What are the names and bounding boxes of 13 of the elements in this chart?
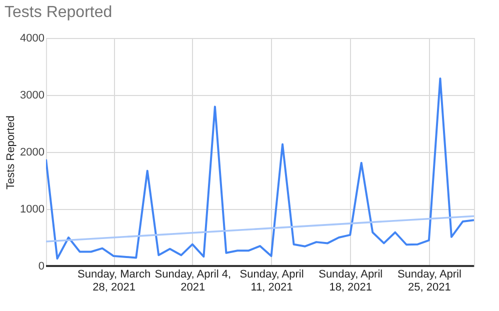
x-tick-label: Sunday, April 11, 2021: [240, 268, 304, 294]
x-tick-label: Sunday, April 18, 2021: [318, 268, 383, 294]
x-tick-label: Sunday, March 28, 2021: [77, 268, 151, 294]
y-tick-label: 4000: [20, 32, 44, 44]
y-tick-label: 0: [38, 260, 44, 272]
x-tick-label: Sunday, April 4, 2021: [154, 268, 232, 294]
y-tick-label: 3000: [20, 90, 44, 102]
y-tick-label: 1000: [20, 204, 44, 216]
chart-title: Tests Reported: [4, 4, 112, 21]
y-tick-label: 2000: [20, 146, 44, 158]
x-tick-label: Sunday, April 25, 2021: [397, 268, 462, 294]
y-axis-title: Tests Reported: [5, 116, 18, 190]
line-series: [46, 77, 474, 260]
